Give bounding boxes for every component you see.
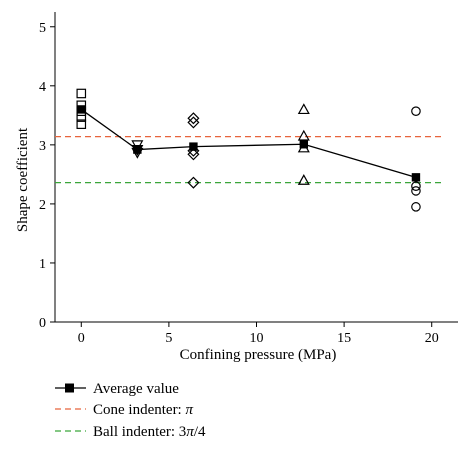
data-point-circle [411, 106, 421, 116]
average-point [189, 142, 198, 151]
legend: Average value Cone indenter: π Ball inde… [55, 381, 206, 440]
legend-average-label: Average value [93, 381, 179, 397]
y-tick-label: 1 [39, 257, 46, 272]
data-point-triangle-up [297, 129, 310, 141]
x-axis-title: Confining pressure (MPa) [180, 347, 337, 363]
data-point-triangle-up [297, 174, 310, 185]
data-point-circle [411, 202, 421, 212]
y-tick-label: 2 [39, 198, 46, 213]
data-point-circle [411, 186, 421, 196]
legend-average-marker [65, 383, 74, 393]
y-tick-label: 3 [39, 139, 46, 154]
data-point-triangle-up [297, 103, 310, 115]
data-point-diamond [187, 112, 200, 125]
data-point-square [76, 88, 87, 99]
x-tick-label: 15 [337, 331, 351, 346]
plot-area: 0 5 10 15 20 0 1 2 3 4 5 [39, 12, 458, 346]
legend-item-average: Average value [55, 381, 179, 397]
legend-ball-label: Ball indenter: 3 [93, 424, 186, 440]
legend-ball-suffix: /4 [194, 424, 206, 440]
data-point-diamond [187, 116, 200, 129]
average-point [299, 140, 309, 149]
legend-cone-text: Cone indenter: π [93, 402, 193, 418]
legend-cone-symbol: π [185, 402, 193, 418]
average-point [133, 145, 142, 154]
legend-cone-label: Cone indenter: [93, 402, 185, 418]
x-tick-label: 20 [425, 331, 439, 346]
data-point-diamond [187, 176, 200, 189]
data-point-circle [411, 181, 421, 191]
y-axis-title: Shape coefficient [15, 127, 31, 232]
legend-ball-text: Ball indenter: 3π/4 [93, 424, 206, 440]
y-tick-label: 4 [39, 80, 46, 95]
x-tick-label: 10 [250, 331, 264, 346]
x-tick-label: 5 [165, 331, 172, 346]
y-tick-label: 5 [39, 21, 46, 36]
y-tick-label: 0 [39, 316, 46, 331]
legend-ball-symbol: π [186, 424, 194, 440]
legend-item-cone: Cone indenter: π [55, 402, 193, 418]
data-point-diamond [187, 148, 200, 161]
average-point [77, 105, 86, 114]
x-tick-label: 0 [78, 331, 85, 346]
average-line [80, 108, 417, 178]
average-point [411, 173, 421, 182]
legend-item-ball: Ball indenter: 3π/4 [55, 424, 206, 440]
data-point-square [76, 119, 87, 129]
